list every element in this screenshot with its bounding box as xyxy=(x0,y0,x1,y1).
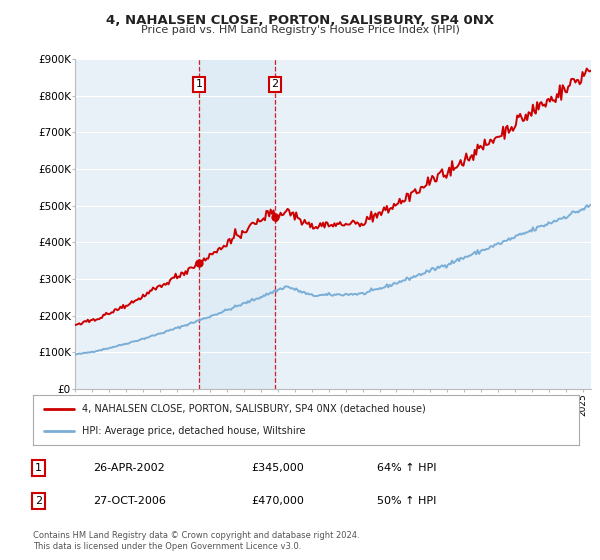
Text: Contains HM Land Registry data © Crown copyright and database right 2024.: Contains HM Land Registry data © Crown c… xyxy=(33,531,359,540)
Text: 4, NAHALSEN CLOSE, PORTON, SALISBURY, SP4 0NX: 4, NAHALSEN CLOSE, PORTON, SALISBURY, SP… xyxy=(106,14,494,27)
Text: 64% ↑ HPI: 64% ↑ HPI xyxy=(377,463,436,473)
Text: £345,000: £345,000 xyxy=(251,463,304,473)
Text: 2: 2 xyxy=(271,80,278,90)
Text: 1: 1 xyxy=(196,80,202,90)
Text: 50% ↑ HPI: 50% ↑ HPI xyxy=(377,496,436,506)
Text: 4, NAHALSEN CLOSE, PORTON, SALISBURY, SP4 0NX (detached house): 4, NAHALSEN CLOSE, PORTON, SALISBURY, SP… xyxy=(82,404,426,414)
Text: 1: 1 xyxy=(35,463,42,473)
Text: 27-OCT-2006: 27-OCT-2006 xyxy=(93,496,166,506)
Text: This data is licensed under the Open Government Licence v3.0.: This data is licensed under the Open Gov… xyxy=(33,542,301,551)
Text: HPI: Average price, detached house, Wiltshire: HPI: Average price, detached house, Wilt… xyxy=(82,426,305,436)
Text: Price paid vs. HM Land Registry's House Price Index (HPI): Price paid vs. HM Land Registry's House … xyxy=(140,25,460,35)
Text: £470,000: £470,000 xyxy=(251,496,304,506)
Bar xyxy=(199,59,275,389)
Text: 2: 2 xyxy=(35,496,42,506)
Text: 26-APR-2002: 26-APR-2002 xyxy=(93,463,165,473)
